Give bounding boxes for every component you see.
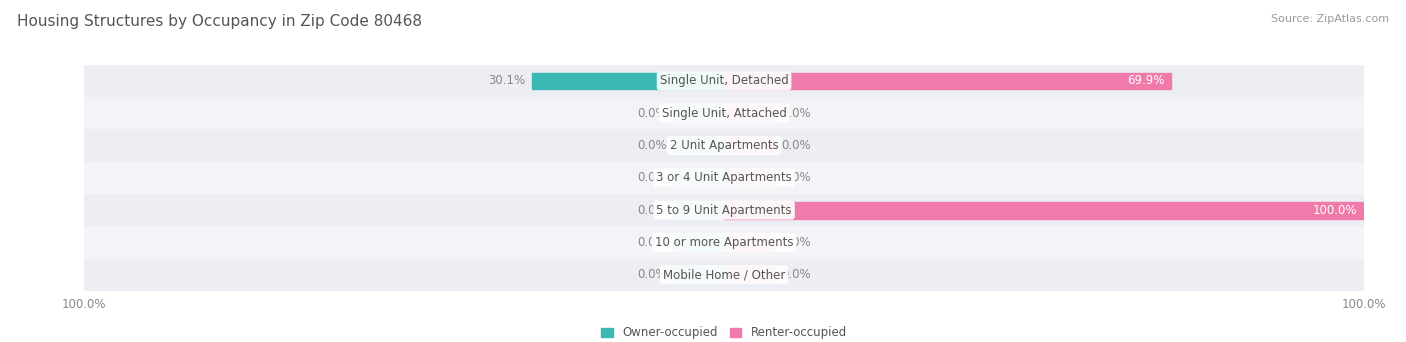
Text: Mobile Home / Other: Mobile Home / Other (662, 268, 786, 281)
FancyBboxPatch shape (724, 266, 775, 284)
Text: 5 to 9 Unit Apartments: 5 to 9 Unit Apartments (657, 203, 792, 216)
Bar (724, 202, 1364, 219)
FancyBboxPatch shape (673, 137, 724, 154)
Text: 69.9%: 69.9% (1128, 75, 1164, 88)
Text: 0.0%: 0.0% (637, 236, 666, 249)
Text: 0.0%: 0.0% (782, 107, 811, 120)
FancyBboxPatch shape (673, 105, 724, 122)
FancyBboxPatch shape (673, 266, 724, 284)
Text: 100.0%: 100.0% (1313, 203, 1357, 216)
Text: Single Unit, Detached: Single Unit, Detached (659, 75, 789, 88)
Bar (84, 97, 1364, 129)
Text: 0.0%: 0.0% (637, 203, 666, 216)
FancyBboxPatch shape (673, 201, 724, 219)
Text: 3 or 4 Unit Apartments: 3 or 4 Unit Apartments (657, 171, 792, 184)
Text: 0.0%: 0.0% (637, 139, 666, 152)
Text: 10 or more Apartments: 10 or more Apartments (655, 236, 793, 249)
Text: Source: ZipAtlas.com: Source: ZipAtlas.com (1271, 14, 1389, 24)
Bar (84, 259, 1364, 291)
FancyBboxPatch shape (673, 234, 724, 251)
Text: 0.0%: 0.0% (782, 236, 811, 249)
Text: 0.0%: 0.0% (782, 139, 811, 152)
Text: Single Unit, Attached: Single Unit, Attached (662, 107, 786, 120)
Text: 0.0%: 0.0% (637, 171, 666, 184)
Bar (84, 226, 1364, 259)
Text: 0.0%: 0.0% (782, 171, 811, 184)
FancyBboxPatch shape (724, 234, 775, 251)
Bar (531, 73, 724, 89)
Text: 0.0%: 0.0% (637, 107, 666, 120)
FancyBboxPatch shape (673, 169, 724, 187)
Bar (84, 65, 1364, 97)
Legend: Owner-occupied, Renter-occupied: Owner-occupied, Renter-occupied (600, 326, 848, 339)
Text: Housing Structures by Occupancy in Zip Code 80468: Housing Structures by Occupancy in Zip C… (17, 14, 422, 29)
Bar (84, 162, 1364, 194)
Bar (84, 129, 1364, 162)
Text: 30.1%: 30.1% (488, 75, 524, 88)
FancyBboxPatch shape (724, 137, 775, 154)
Text: 0.0%: 0.0% (782, 268, 811, 281)
Bar (84, 194, 1364, 226)
Bar (724, 73, 1171, 89)
FancyBboxPatch shape (724, 169, 775, 187)
Text: 2 Unit Apartments: 2 Unit Apartments (669, 139, 779, 152)
FancyBboxPatch shape (724, 105, 775, 122)
Text: 0.0%: 0.0% (637, 268, 666, 281)
